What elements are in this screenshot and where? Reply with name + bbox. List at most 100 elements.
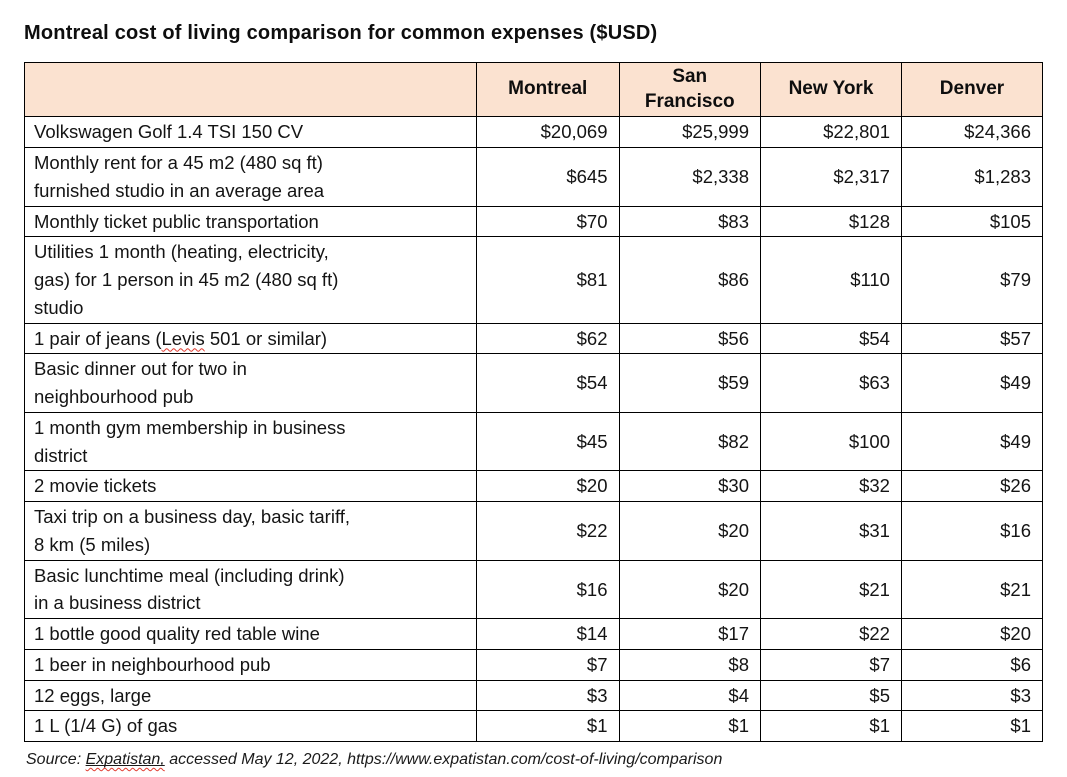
table-row: Volkswagen Golf 1.4 TSI 150 CV $20,069 $25… <box>24 116 1044 149</box>
table-row: 2 movie tickets $20 $30 $32 $26 <box>24 470 1044 503</box>
cost-value: $83 <box>618 205 761 238</box>
table-row: Basic lunchtime meal (including drink) i… <box>24 559 1044 620</box>
cost-value: $22,801 <box>760 116 902 149</box>
cost-value: $21 <box>760 559 902 620</box>
row-label: 1 L (1/4 G) of gas <box>24 710 477 743</box>
source-suffix: accessed May 12, 2022, https://www.expat… <box>164 751 723 769</box>
source-link[interactable]: Expatistan, <box>86 751 165 768</box>
cost-value: $3 <box>900 679 1044 712</box>
misspelled-word: Levis <box>161 327 205 349</box>
cost-value: $16 <box>900 501 1044 561</box>
table-row: 1 month gym membership in business distr… <box>24 411 1044 472</box>
cost-value: $1 <box>900 710 1044 743</box>
cost-value: $81 <box>475 236 620 324</box>
cost-value: $86 <box>618 236 761 324</box>
source-note: Source: Expatistan, accessed May 12, 202… <box>26 751 1043 769</box>
cost-value: $20 <box>475 470 620 503</box>
cost-value: $20 <box>618 501 761 561</box>
table-row: Utilities 1 month (heating, electricity,… <box>24 236 1044 324</box>
cost-value: $3 <box>475 679 620 712</box>
col-header-new-york: New York <box>760 61 902 118</box>
cost-value: $49 <box>900 411 1044 472</box>
cost-value: $1 <box>618 710 761 743</box>
cost-value: $70 <box>475 205 620 238</box>
table-row: Monthly rent for a 45 m2 (480 sq ft) fur… <box>24 147 1044 207</box>
cost-value: $110 <box>760 236 902 324</box>
row-label: 1 beer in neighbourhood pub <box>24 648 477 681</box>
source-link-text: Expatistan, <box>85 751 165 769</box>
cost-value: $26 <box>900 470 1044 503</box>
cost-value: $59 <box>618 353 761 413</box>
row-label: Monthly ticket public transportation <box>24 205 477 238</box>
row-label: 1 bottle good quality red table wine <box>24 618 477 650</box>
cost-value: $54 <box>760 322 902 355</box>
table-row: 1 pair of jeans (Levis 501 or similar) $6… <box>24 322 1044 355</box>
cost-value: $25,999 <box>618 116 761 149</box>
row-label: 1 month gym membership in business distr… <box>24 411 477 472</box>
table-row: 12 eggs, large $3 $4 $5 $3 <box>24 679 1044 712</box>
cost-value: $2,317 <box>760 147 902 207</box>
cost-value: $100 <box>760 411 902 472</box>
row-label: Basic dinner out for two in neighbourhoo… <box>24 353 477 413</box>
cost-value: $5 <box>760 679 902 712</box>
cost-value: $20,069 <box>475 116 620 149</box>
cost-value: $62 <box>475 322 620 355</box>
row-label: 12 eggs, large <box>24 679 477 712</box>
cost-value: $1 <box>475 710 620 743</box>
table-body: Volkswagen Golf 1.4 TSI 150 CV $20,069 $25… <box>24 116 1044 743</box>
row-label: Volkswagen Golf 1.4 TSI 150 CV <box>24 116 477 149</box>
cost-value: $128 <box>760 205 902 238</box>
cost-value: $21 <box>900 559 1044 620</box>
cost-value: $32 <box>760 470 902 503</box>
row-label: Monthly rent for a 45 m2 (480 sq ft) fur… <box>24 147 477 207</box>
cost-value: $645 <box>475 147 620 207</box>
cost-value: $22 <box>475 501 620 561</box>
col-header-blank <box>24 61 477 118</box>
table-header-row: Montreal San Francisco New York Denver <box>24 61 1044 118</box>
cost-value: $63 <box>760 353 902 413</box>
cost-of-living-table: Montreal San Francisco New York Denver V… <box>24 61 1044 743</box>
cost-value: $54 <box>475 353 620 413</box>
row-label: 1 pair of jeans (Levis 501 or similar) <box>24 322 477 355</box>
row-label: 2 movie tickets <box>24 470 477 503</box>
cost-value: $31 <box>760 501 902 561</box>
cost-value: $45 <box>475 411 620 472</box>
cost-value: $14 <box>475 618 620 650</box>
page-title: Montreal cost of living comparison for c… <box>24 22 658 44</box>
row-label: Taxi trip on a business day, basic tarif… <box>24 501 477 561</box>
cost-value: $79 <box>900 236 1044 324</box>
row-label: Utilities 1 month (heating, electricity,… <box>24 236 477 324</box>
row-label: Basic lunchtime meal (including drink) i… <box>24 559 477 620</box>
table-row: 1 L (1/4 G) of gas $1 $1 $1 $1 <box>24 710 1044 743</box>
cost-value: $6 <box>900 648 1044 681</box>
cost-value: $30 <box>618 470 761 503</box>
cost-value: $82 <box>618 411 761 472</box>
cost-value: $17 <box>618 618 761 650</box>
cost-value: $16 <box>475 559 620 620</box>
table-row: 1 bottle good quality red table wine $14 $… <box>24 618 1044 650</box>
cost-value: $20 <box>618 559 761 620</box>
table-row: Basic dinner out for two in neighbourhoo… <box>24 353 1044 413</box>
cost-value: $1,283 <box>900 147 1044 207</box>
cost-value: $7 <box>760 648 902 681</box>
cost-value: $57 <box>900 322 1044 355</box>
table-row: 1 beer in neighbourhood pub $7 $8 $7 $6 <box>24 648 1044 681</box>
cost-value: $49 <box>900 353 1044 413</box>
table-row: Taxi trip on a business day, basic tarif… <box>24 501 1044 561</box>
col-header-denver: Denver <box>900 61 1044 118</box>
source-prefix: Source: <box>26 751 86 769</box>
cost-value: $22 <box>760 618 902 650</box>
cost-value: $20 <box>900 618 1044 650</box>
cost-value: $4 <box>618 679 761 712</box>
cost-value: $1 <box>760 710 902 743</box>
cost-value: $7 <box>475 648 620 681</box>
cost-value: $105 <box>900 205 1044 238</box>
cost-value: $8 <box>618 648 761 681</box>
col-header-san-francisco: San Francisco <box>618 61 761 118</box>
cost-value: $24,366 <box>900 116 1044 149</box>
cost-value: $2,338 <box>618 147 761 207</box>
col-header-montreal: Montreal <box>475 61 620 118</box>
cost-value: $56 <box>618 322 761 355</box>
table-row: Monthly ticket public transportation $70 $… <box>24 205 1044 238</box>
